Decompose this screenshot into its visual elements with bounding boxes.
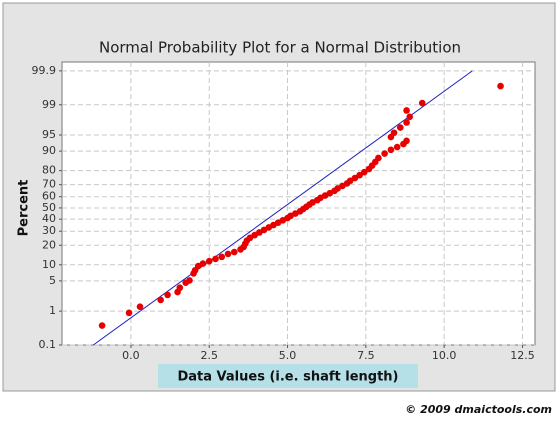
data-point xyxy=(98,322,106,329)
data-point xyxy=(224,250,232,258)
data-point xyxy=(390,129,398,137)
data-point xyxy=(164,291,171,299)
x-label-box xyxy=(158,364,418,388)
data-point xyxy=(157,296,164,304)
data-point xyxy=(375,154,382,162)
y-tick-label: 70 xyxy=(42,178,56,191)
x-tick-label: 0.0 xyxy=(122,349,140,362)
data-point xyxy=(406,113,414,121)
data-point xyxy=(360,168,368,176)
y-tick-label: 90 xyxy=(42,144,56,157)
y-tick-label: 50 xyxy=(42,201,56,214)
x-tick-label: 7.5 xyxy=(357,349,375,362)
data-point xyxy=(497,82,504,90)
y-tick-label: 20 xyxy=(42,238,56,251)
plot-area xyxy=(61,61,536,346)
y-axis-label: Percent xyxy=(17,180,32,237)
y-tick-label: 95 xyxy=(42,128,56,141)
data-point xyxy=(403,107,410,114)
y-tick-label: 0.1 xyxy=(39,338,57,351)
data-point xyxy=(356,171,363,179)
x-axis-label: Data Values (i.e. shaft length) xyxy=(177,370,398,385)
x-tick-label: 10.0 xyxy=(432,349,457,362)
x-tick-label: 12.5 xyxy=(510,349,535,362)
y-tick-label: 30 xyxy=(42,224,56,237)
x-tick-label: 2.5 xyxy=(200,349,218,362)
data-point xyxy=(230,248,238,256)
marks xyxy=(93,70,504,346)
data-point xyxy=(176,284,184,292)
data-point xyxy=(218,253,226,261)
data-point xyxy=(387,146,395,154)
data-point xyxy=(393,143,401,151)
chart-title: Normal Probability Plot for a Normal Dis… xyxy=(99,39,461,57)
data-point xyxy=(136,303,144,310)
data-point xyxy=(186,277,193,284)
x-tick-label: 5.0 xyxy=(279,349,297,362)
y-tick-label: 80 xyxy=(42,164,56,177)
data-point xyxy=(205,257,213,265)
data-point xyxy=(397,124,404,131)
footer: © 2009 dmaictools.com xyxy=(405,403,552,416)
data-point xyxy=(403,119,410,126)
y-tick-label: 99.9 xyxy=(32,64,57,77)
data-point xyxy=(212,255,219,263)
data-point xyxy=(381,150,388,157)
y-tick-label: 99 xyxy=(42,98,56,111)
data-point xyxy=(125,309,133,317)
data-point xyxy=(403,137,410,145)
y-tick-label: 5 xyxy=(49,274,56,287)
y-tick-label: 40 xyxy=(42,212,56,225)
grid xyxy=(62,62,535,346)
data-point xyxy=(418,99,426,107)
y-tick-label: 60 xyxy=(42,190,56,203)
y-tick-label: 1 xyxy=(49,304,56,317)
data-point xyxy=(199,260,207,267)
y-tick-label: 10 xyxy=(42,258,56,271)
